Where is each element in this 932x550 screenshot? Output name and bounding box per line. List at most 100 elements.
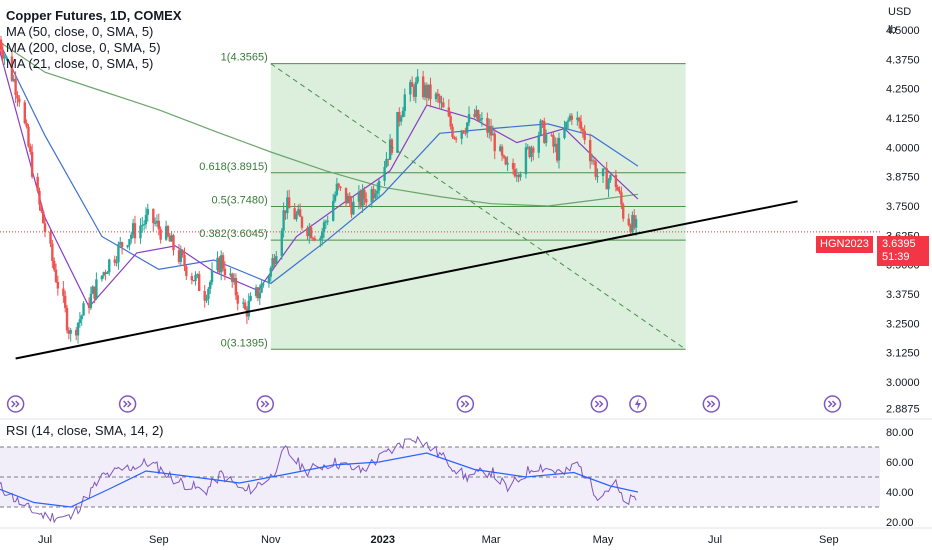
candle	[372, 185, 375, 202]
candle-body	[594, 161, 597, 177]
candle-body	[489, 126, 493, 136]
bar-countdown: 51:39	[882, 251, 910, 263]
legend-ma50[interactable]: MA (50, close, 0, SMA, 5)	[6, 24, 154, 39]
candle-body	[236, 295, 239, 304]
candle	[634, 215, 638, 236]
candle	[493, 128, 496, 160]
candle	[616, 184, 619, 191]
drawing-lines	[15, 63, 798, 360]
candle	[427, 84, 430, 101]
candle-body	[511, 162, 515, 170]
candle	[262, 282, 265, 288]
candle-body	[220, 255, 223, 273]
candle	[12, 75, 15, 83]
candle	[565, 121, 568, 132]
ma50-line	[0, 42, 639, 285]
legend-ma200[interactable]: MA (200, close, 0, SMA, 5)	[6, 40, 161, 55]
candle	[313, 235, 317, 242]
candle	[601, 168, 605, 183]
candle-body	[280, 230, 283, 257]
fibonacci-retracement: 1(4.3565) 0.618(3.8915) 0.5(3.7480) 0.382(3…	[199, 52, 686, 350]
candle-body	[18, 98, 21, 103]
candle-body	[477, 109, 480, 121]
candle-body	[319, 238, 322, 241]
event-marker-icon[interactable]	[823, 395, 842, 413]
candle-body	[513, 169, 517, 177]
event-markers[interactable]	[6, 395, 842, 413]
candle	[106, 270, 109, 274]
candle	[62, 280, 65, 303]
candle	[480, 112, 484, 127]
event-marker-icon[interactable]	[256, 395, 275, 413]
candle-body	[120, 242, 124, 248]
candle-body	[609, 175, 612, 181]
candle	[451, 123, 454, 140]
event-marker-icon[interactable]	[629, 395, 647, 413]
candle	[570, 113, 574, 126]
fib-trend-line	[270, 63, 686, 350]
candle	[335, 177, 339, 197]
event-marker-icon[interactable]	[118, 395, 137, 413]
candle-body	[260, 283, 263, 293]
candle-body	[12, 79, 15, 81]
candle-body	[218, 257, 221, 273]
rsi-legend[interactable]: RSI (14, close, SMA, 14, 2)	[6, 423, 164, 438]
candle	[350, 195, 353, 218]
candle	[326, 215, 329, 226]
event-marker-icon[interactable]	[456, 395, 475, 413]
candle-body	[475, 109, 478, 117]
candle-body	[130, 234, 133, 240]
event-marker-icon[interactable]	[6, 395, 25, 413]
candle	[596, 168, 599, 183]
candle	[210, 262, 214, 286]
price-tick-label: 4.5000	[886, 25, 920, 37]
candle	[460, 129, 463, 145]
candle	[552, 131, 555, 154]
rsi-ma-line	[0, 452, 639, 508]
candle-body	[324, 221, 328, 223]
candle	[218, 256, 221, 274]
time-axis[interactable]: Jul Sep Nov 2023 Mar May Jul Sep	[0, 527, 932, 546]
candle-body	[155, 220, 159, 223]
candle	[18, 95, 21, 107]
candle	[130, 231, 133, 244]
candle-body	[205, 299, 208, 301]
fib-level-label: 0.382(3.6045)	[199, 228, 268, 240]
candle-body	[499, 146, 502, 152]
candle-body	[467, 114, 471, 123]
candle	[78, 312, 82, 328]
candle-body	[113, 259, 116, 263]
event-marker-icon[interactable]	[590, 395, 609, 413]
candle	[190, 272, 194, 285]
candle	[91, 285, 94, 295]
candle-body	[543, 121, 546, 143]
chart-title[interactable]: Copper Futures, 1D, COMEX	[6, 8, 182, 23]
candle-body	[25, 123, 28, 127]
rsi-tick-label: 60.00	[886, 457, 914, 469]
candle	[618, 186, 621, 195]
candle	[579, 114, 583, 133]
candle	[231, 272, 234, 288]
candle	[82, 301, 85, 316]
legend-ma21[interactable]: MA (21, close, 0, SMA, 5)	[6, 56, 154, 71]
candle	[258, 284, 261, 305]
candle-body	[537, 135, 540, 153]
candle-body	[273, 258, 276, 265]
candle-body	[370, 189, 373, 203]
candle-body	[298, 209, 302, 217]
price-axis[interactable]: 4.5000 4.3750 4.2500 4.1250 4.0000 3.8750 3.75…	[886, 25, 920, 415]
candle	[1, 42, 4, 64]
candle-body	[295, 214, 298, 220]
candle	[568, 113, 572, 122]
candle	[557, 132, 561, 169]
candle-body	[552, 135, 555, 147]
event-marker-icon[interactable]	[702, 395, 721, 413]
support-trendline	[15, 200, 798, 360]
candle-body	[65, 307, 69, 331]
candle-body	[194, 274, 197, 282]
candle-body	[30, 151, 34, 177]
candle-body	[293, 208, 296, 220]
candle	[532, 145, 535, 161]
candle-body	[139, 225, 142, 239]
